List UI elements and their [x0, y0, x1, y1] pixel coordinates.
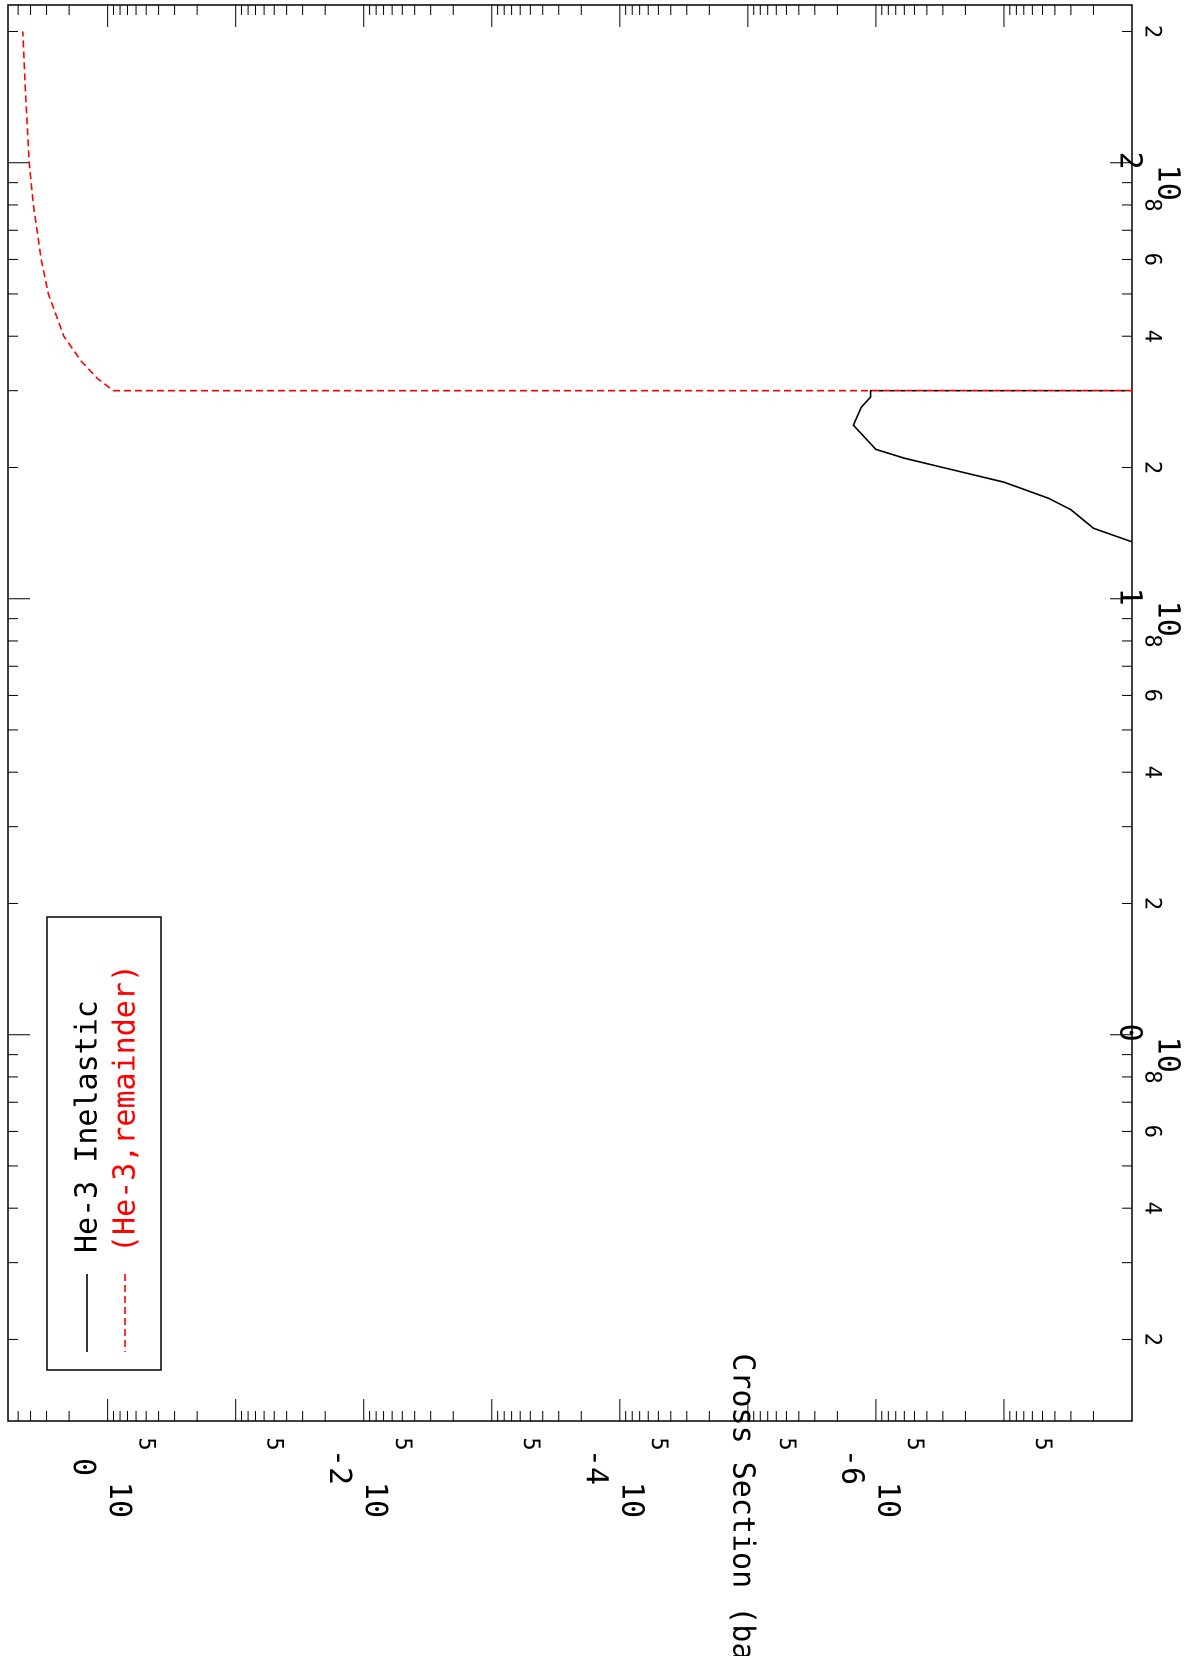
y-tick-label: 5: [774, 1437, 799, 1450]
x-tick-label: 8: [1140, 634, 1165, 647]
x-tick-label: 2: [1140, 461, 1165, 474]
plot-frame-layer: [7, 4, 1133, 1422]
y-tick-label: 5: [262, 1437, 287, 1450]
x-tick-label: 4: [1140, 330, 1165, 343]
y-tick-label: 5: [902, 1437, 927, 1450]
y-tick-label: 5: [646, 1437, 671, 1450]
x-decade-base: 10: [1151, 1037, 1186, 1073]
x-decade-base: 10: [1151, 601, 1186, 637]
legend-label-2: (He-3,remainder): [108, 964, 143, 1253]
x-decade-exponent: 1: [1113, 588, 1148, 606]
plot-frame: [7, 4, 1133, 1422]
x-tick-label: 2: [1140, 1333, 1165, 1346]
legend-label-1: He-3 Inelastic: [70, 1000, 105, 1253]
y-decade-exponent: 0: [66, 1458, 101, 1476]
x-decade-base: 10: [1151, 165, 1186, 201]
y-decade-base: 10: [614, 1482, 649, 1518]
legend: He-3 Inelastic (He-3,remainder): [46, 916, 162, 1371]
y-decade-exponent: -2: [322, 1449, 357, 1485]
x-tick-label: 4: [1140, 1202, 1165, 1215]
series-layer: [22, 31, 1133, 543]
y-axis-title: Cross Section (barns): [726, 1353, 761, 1656]
x-tick-label: 6: [1140, 689, 1165, 702]
y-tick-label: 5: [134, 1437, 159, 1450]
x-decade-exponent: 2: [1113, 152, 1148, 170]
series-line-1: [852, 389, 1133, 543]
y-decade-exponent: -6: [834, 1449, 869, 1485]
x-tick-label: 6: [1140, 1125, 1165, 1138]
y-decade-base: 10: [102, 1482, 137, 1518]
x-tick-label: 2: [1140, 25, 1165, 38]
y-decade-base: 10: [870, 1482, 905, 1518]
y-tick-label: 5: [518, 1437, 543, 1450]
axis-ticks-layer: [7, 5, 1133, 1421]
x-tick-label: 4: [1140, 766, 1165, 779]
x-tick-label: 8: [1140, 198, 1165, 211]
legend-box: [46, 916, 162, 1371]
x-tick-label: 8: [1140, 1070, 1165, 1083]
x-tick-label: 6: [1140, 253, 1165, 266]
x-tick-label: 2: [1140, 897, 1165, 910]
y-tick-label: 5: [390, 1437, 415, 1450]
series-line-2: [22, 31, 1132, 392]
y-decade-exponent: -4: [578, 1449, 613, 1485]
y-decade-base: 10: [358, 1482, 393, 1518]
y-tick-label: 5: [1030, 1437, 1055, 1450]
x-decade-exponent: 0: [1113, 1024, 1148, 1042]
